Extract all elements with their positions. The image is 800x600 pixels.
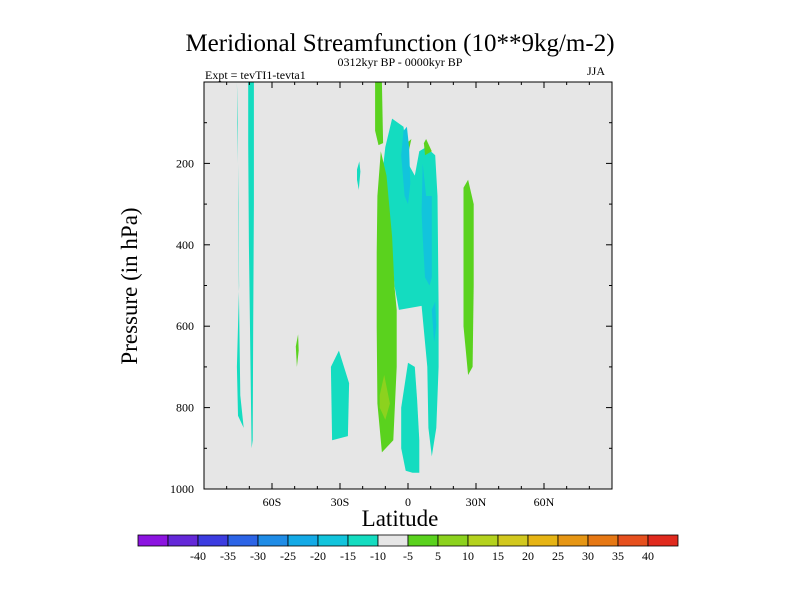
contour-region [295,334,299,367]
colorbar-swatch [437,534,469,547]
y-tick-label: 400 [176,238,194,252]
contour-region [375,82,384,146]
colorbar-label: 20 [522,549,534,563]
colorbar-label: 5 [435,549,441,563]
colorbar-swatch [287,534,319,547]
x-tick-label: 60S [263,495,282,509]
contour-region [376,151,397,453]
contour-region [463,179,474,375]
colorbar-label: -35 [220,549,236,563]
y-tick-label: 800 [176,401,194,415]
chart-subtitle: 0312kyr BP - 0000kyr BP [337,55,463,69]
contour-region [248,82,254,449]
x-tick-label: 30N [466,495,487,509]
y-tick-label: 200 [176,156,194,170]
colorbar: -40 -35 -30 -25 -20 -15 -10 -5 5 10 15 20 25 30 35 40 [137,534,679,563]
colorbar-label: -40 [190,549,206,563]
x-axis-label: Latitude [361,506,439,531]
colorbar-swatch [317,534,349,547]
colorbar-swatch [497,534,529,547]
colorbar-label: -15 [340,549,356,563]
contour-region [401,126,411,205]
contour-region [423,139,432,156]
contour-region [421,163,432,286]
chart-title: Meridional Streamfunction (10**9kg/m-2) [185,30,615,57]
colorbar-swatch [167,534,199,547]
colorbar-swatch [137,534,169,547]
colorbar-label: 15 [492,549,504,563]
colorbar-label: 10 [462,549,474,563]
colorbar-label: 40 [642,549,654,563]
y-tick-label: 1000 [170,482,194,496]
colorbar-swatch [407,534,439,547]
colorbar-label: 25 [552,549,564,563]
contour-region [431,301,437,343]
colorbar-label: -25 [280,549,296,563]
experiment-label: Expt = tevTI1-tevta1 [205,68,306,82]
colorbar-swatch [197,534,229,547]
colorbar-swatch [377,534,409,547]
colorbar-swatch [647,534,679,547]
colorbar-swatch [347,534,379,547]
x-tick-label: 0 [405,495,411,509]
colorbar-swatch [257,534,289,547]
colorbar-label: -5 [403,549,413,563]
contour-region [379,375,390,420]
colorbar-label: 30 [582,549,594,563]
axis-ticks: 60S 30S 0 30N 60N 200 400 600 800 1000 [170,82,612,509]
colorbar-label: 35 [612,549,624,563]
contour-region [401,362,420,473]
x-tick-label: 30S [331,495,350,509]
colorbar-swatch [587,534,619,547]
colorbar-label: -30 [250,549,266,563]
colorbar-swatch [527,534,559,547]
colorbar-label: -20 [310,549,326,563]
x-tick-label: 60N [534,495,555,509]
colorbar-swatch [617,534,649,547]
colorbar-label: -10 [370,549,386,563]
colorbar-swatch [467,534,499,547]
contour-region [330,350,350,441]
y-tick-label: 600 [176,319,194,333]
contour-region [357,161,361,190]
colorbar-swatch [227,534,259,547]
contour-regions [227,82,474,473]
colorbar-swatch [557,534,589,547]
season-label: JJA [587,64,606,78]
